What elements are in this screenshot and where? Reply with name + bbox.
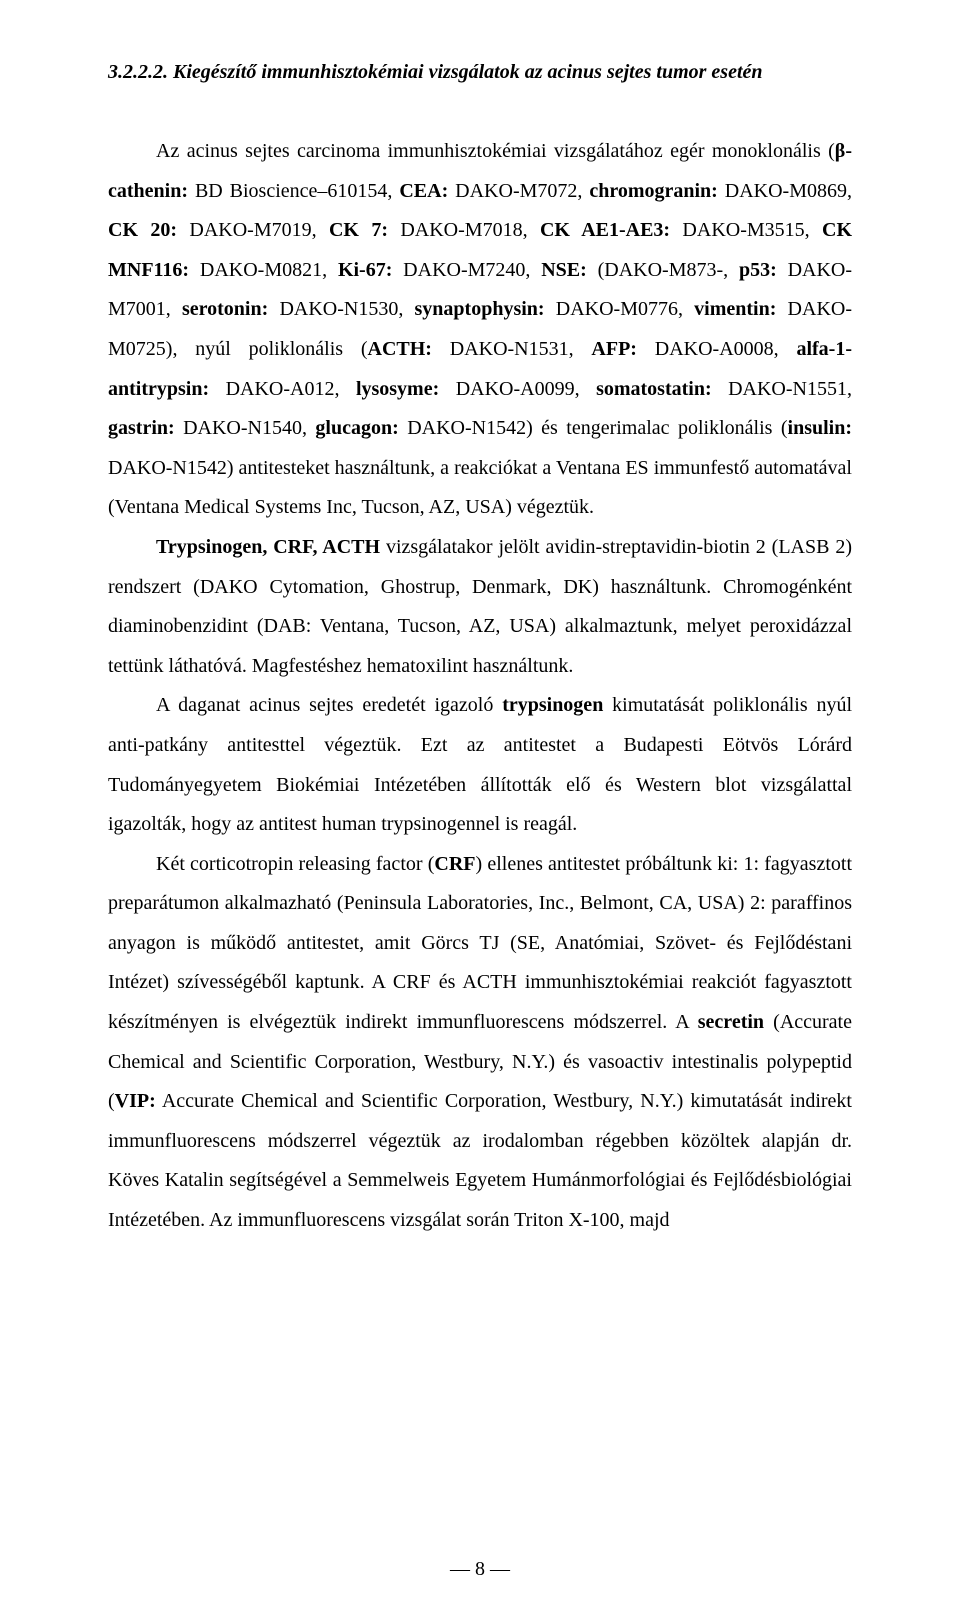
- text: DAKO-M7019,: [177, 219, 329, 241]
- text: DAKO-N1551,: [712, 378, 852, 400]
- bold-trypsinogen: trypsinogen: [502, 694, 603, 716]
- text: DAKO-M7018,: [388, 219, 540, 241]
- paragraph-1: Az acinus sejtes carcinoma immunhisztoké…: [108, 132, 852, 528]
- text: DAKO-A0008,: [637, 338, 796, 360]
- bold-afp: AFP:: [591, 338, 637, 360]
- page: 3.2.2.2. Kiegészítő immunhisztokémiai vi…: [0, 0, 960, 1617]
- text: DAKO-N1531,: [432, 338, 591, 360]
- bold-vip: VIP:: [115, 1090, 156, 1112]
- text: DAKO-N1540,: [175, 417, 316, 439]
- section-heading: 3.2.2.2. Kiegészítő immunhisztokémiai vi…: [108, 58, 852, 86]
- text: DAKO-M7240,: [392, 259, 541, 281]
- text: DAKO-N1542) antitesteket használtunk, a …: [108, 457, 852, 519]
- text: A daganat acinus sejtes eredetét igazoló: [156, 694, 502, 716]
- text: DAKO-M0821,: [189, 259, 338, 281]
- bold-ck7: CK 7:: [329, 219, 388, 241]
- text: DAKO-M0776,: [545, 298, 695, 320]
- text: DAKO-N1542) és tengerimalac poliklonális…: [399, 417, 788, 439]
- bold-cea: CEA:: [399, 180, 448, 202]
- text: DAKO-M3515,: [670, 219, 822, 241]
- bold-vimentin: vimentin:: [694, 298, 776, 320]
- bold-ck-ae1ae3: CK AE1-AE3:: [540, 219, 670, 241]
- paragraph-3: A daganat acinus sejtes eredetét igazoló…: [108, 686, 852, 844]
- bold-nse: NSE:: [541, 259, 587, 281]
- text: DAKO-A0099,: [439, 378, 596, 400]
- text: Két corticotropin releasing factor (: [156, 853, 434, 875]
- text: DAKO-M0869,: [718, 180, 852, 202]
- bold-acth: ACTH:: [368, 338, 432, 360]
- bold-glucagon: glucagon:: [315, 417, 398, 439]
- bold-ck20: CK 20:: [108, 219, 177, 241]
- text: (DAKO-M873-,: [587, 259, 739, 281]
- text: ) ellenes antitestet próbáltunk ki: 1: f…: [108, 853, 852, 1033]
- text: BD Bioscience–610154,: [188, 180, 399, 202]
- bold-secretin: secretin: [698, 1011, 764, 1033]
- text: DAKO-N1530,: [268, 298, 414, 320]
- paragraph-4: Két corticotropin releasing factor (CRF)…: [108, 845, 852, 1241]
- bold-chromogranin: chromogranin:: [589, 180, 718, 202]
- bold-crf: CRF: [434, 853, 475, 875]
- bold-p53: p53:: [739, 259, 777, 281]
- bold-lysosyme: lysosyme:: [356, 378, 439, 400]
- bold-insulin: insulin:: [788, 417, 852, 439]
- paragraph-2: Trypsinogen, CRF, ACTH vizsgálatakor jel…: [108, 528, 852, 686]
- bold-serotonin: serotonin:: [182, 298, 268, 320]
- page-number: — 8 —: [0, 1558, 960, 1581]
- bold-trypsinogen-crf-acth: Trypsinogen, CRF, ACTH: [156, 536, 380, 558]
- text: DAKO-A012,: [209, 378, 356, 400]
- bold-synaptophysin: synaptophysin:: [415, 298, 545, 320]
- bold-gastrin: gastrin:: [108, 417, 175, 439]
- bold-ki67: Ki-67:: [338, 259, 392, 281]
- text: Accurate Chemical and Scientific Corpora…: [108, 1090, 852, 1231]
- text: DAKO-M7072,: [448, 180, 589, 202]
- text: Az acinus sejtes carcinoma immunhisztoké…: [156, 140, 835, 162]
- bold-somatostatin: somatostatin:: [596, 378, 712, 400]
